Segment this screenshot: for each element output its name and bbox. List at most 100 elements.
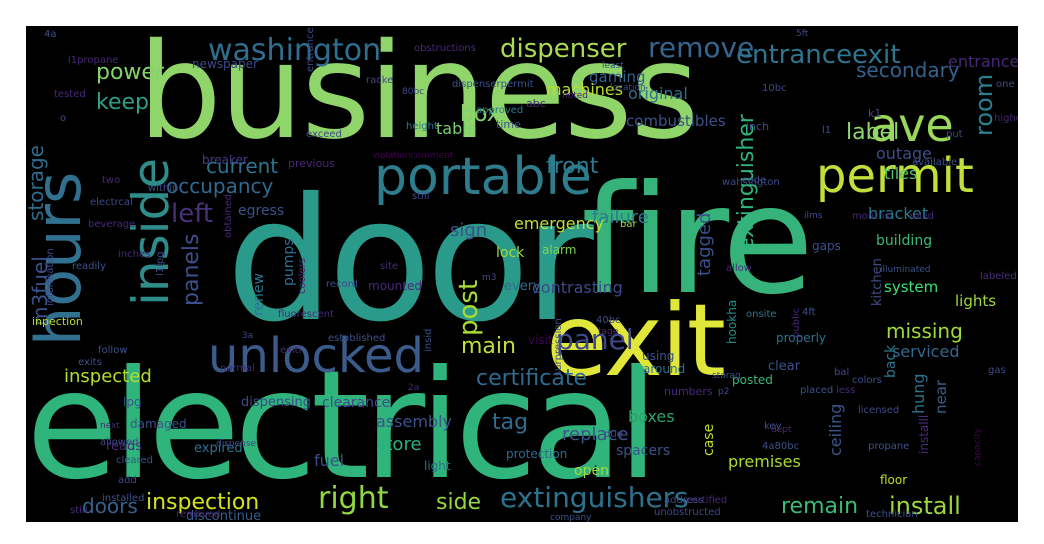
word: follow: [98, 345, 128, 356]
word: properly: [776, 331, 826, 345]
word: damaged: [130, 417, 187, 431]
word: k1: [868, 107, 882, 120]
word: height: [406, 121, 438, 132]
word: gaps: [812, 239, 841, 253]
word: readily: [72, 261, 106, 272]
word: ceiling: [826, 403, 845, 456]
word: exit: [546, 282, 726, 399]
word: post: [454, 279, 484, 336]
word: tage: [598, 327, 619, 337]
word: box: [460, 102, 500, 127]
word: front: [546, 154, 599, 179]
word: unlocked: [208, 328, 425, 384]
word: two: [102, 175, 121, 186]
word: 4ft: [802, 307, 816, 318]
word: hung: [909, 373, 928, 414]
word: near: [932, 379, 950, 414]
word: every: [504, 279, 541, 294]
word: entrancexit: [948, 52, 1018, 71]
word: l1propane: [68, 55, 119, 66]
word: hookha: [725, 299, 739, 344]
word: pumps: [281, 238, 297, 286]
word: available: [912, 157, 958, 168]
word: replace: [562, 424, 629, 445]
word: around: [643, 362, 686, 376]
word: higher: [994, 113, 1018, 124]
word: breaker: [202, 153, 248, 167]
word: storag: [712, 371, 741, 381]
word: propane: [868, 441, 910, 452]
word: coolers: [297, 258, 308, 294]
word: labeled: [980, 271, 1017, 282]
word: installed: [102, 493, 145, 504]
word: beverage: [88, 219, 136, 230]
word: surpression: [553, 318, 564, 376]
word: egress: [238, 203, 285, 219]
word: fire: [581, 154, 814, 328]
word: installl: [917, 414, 931, 454]
word: unobstructed: [654, 507, 721, 518]
word: reads: [106, 439, 143, 454]
word: left: [171, 199, 214, 229]
word: using: [642, 349, 675, 363]
word: premises: [728, 452, 801, 471]
word: 3a: [242, 331, 254, 341]
word: main: [461, 334, 516, 359]
word: still: [70, 505, 88, 516]
word: months: [852, 211, 890, 222]
word: alarm: [542, 243, 577, 257]
word: store: [376, 434, 422, 455]
word: assembly: [376, 412, 452, 431]
word: storage: [26, 145, 48, 221]
word: public: [791, 307, 802, 338]
word: address: [664, 495, 704, 506]
word: sign: [450, 220, 488, 241]
word: failure: [592, 207, 649, 228]
word: valid: [910, 211, 934, 222]
word: lock: [496, 245, 525, 261]
word: ave: [870, 98, 954, 152]
word: contrasting: [532, 278, 623, 297]
word: record: [326, 279, 358, 290]
word: wahsington: [722, 177, 780, 188]
word: remain: [781, 494, 859, 519]
word: renew: [251, 273, 267, 316]
word: floor: [880, 473, 908, 487]
word: fuel: [314, 451, 345, 470]
word: placed: [800, 385, 834, 396]
word: right: [318, 481, 389, 516]
word: install: [889, 492, 961, 520]
word: back: [883, 344, 899, 378]
word: extinguishers: [500, 481, 689, 514]
word: inches: [118, 249, 151, 260]
word: case: [701, 423, 717, 456]
word: lpg: [123, 395, 142, 409]
word: noted: [562, 91, 588, 101]
word: dispenserpermit: [452, 79, 534, 90]
word: permit: [816, 148, 974, 204]
word: p2: [718, 387, 730, 397]
word: 40bc: [596, 315, 621, 326]
word: allowed: [100, 437, 139, 448]
word: panel: [556, 323, 634, 356]
word: l1: [822, 125, 832, 136]
word: 5ft: [796, 29, 809, 39]
word: current: [206, 154, 279, 178]
word: machines: [546, 80, 624, 99]
word: occupancy: [166, 174, 274, 198]
word: violationcomment: [372, 151, 454, 161]
word: entranceexit: [736, 40, 901, 70]
word: visit: [528, 333, 553, 347]
word: spacers: [616, 443, 671, 459]
word: 10bc: [762, 83, 787, 94]
word: exiti: [280, 345, 302, 356]
word: expired: [194, 441, 243, 456]
word: posted: [732, 373, 773, 387]
word: allow: [726, 263, 752, 274]
word: boxes: [628, 407, 675, 426]
word: door: [226, 162, 594, 360]
word: abc: [526, 97, 546, 110]
word: clearance: [322, 395, 391, 411]
word: newspaper: [192, 57, 258, 71]
word: obtained: [223, 193, 234, 238]
